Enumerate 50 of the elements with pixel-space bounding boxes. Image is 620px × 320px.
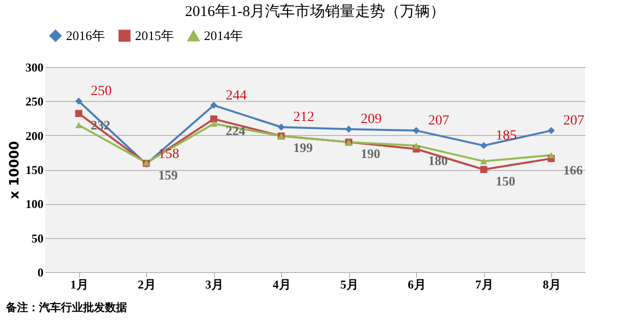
point: [75, 110, 82, 117]
data-label: 158: [158, 147, 180, 162]
x-tick-label: 2月: [138, 278, 156, 292]
x-tick-label: 7月: [475, 278, 494, 292]
point: [345, 126, 352, 133]
data-label: 250: [90, 84, 112, 100]
point: [412, 142, 420, 149]
x-tick-label: 3月: [205, 278, 224, 292]
data-label: 209: [360, 112, 382, 128]
chart-title: 2016年1-8月汽车市场销量走势（万辆）: [185, 3, 445, 20]
point: [480, 166, 488, 174]
y-tick-label: 300: [26, 60, 44, 74]
point: [480, 142, 488, 150]
y-tick-label: 0: [38, 266, 44, 280]
data-label: 185: [496, 128, 517, 144]
legend-label: 2015年: [135, 28, 174, 43]
data-label: 159: [158, 167, 178, 182]
data-label: 207: [428, 114, 450, 129]
y-tick-label: 100: [26, 197, 44, 212]
point: [210, 120, 218, 127]
data-label: 180: [428, 153, 448, 168]
point: [278, 124, 285, 131]
y-tick-label: 50: [32, 231, 44, 246]
point: [75, 98, 82, 105]
data-label: 166: [563, 162, 584, 178]
point: [480, 158, 488, 164]
text: 备注：汽车行业批发数据: [6, 300, 127, 315]
data-label: 244: [226, 88, 247, 104]
y-tick-label: 250: [26, 94, 44, 109]
data-label: 150: [496, 174, 516, 188]
y-tick-label: 150: [26, 163, 44, 177]
x-tick-label: 8月: [542, 278, 561, 292]
data-label: 190: [360, 146, 380, 162]
x-tick-label: 6月: [408, 278, 426, 292]
point: [548, 127, 555, 134]
legend-label: 2016年: [66, 28, 105, 43]
point: [75, 122, 82, 128]
point: [548, 152, 555, 158]
point: [412, 127, 420, 134]
x-tick-label: 5月: [340, 278, 358, 292]
x-tick-label: 1月: [70, 278, 88, 292]
point: [210, 115, 218, 122]
point: [210, 102, 218, 109]
y-axis-title: x 10000: [8, 140, 22, 200]
data-label: 207: [563, 114, 584, 129]
y-tick-label: 200: [26, 128, 44, 143]
x-tick-label: 4月: [272, 278, 291, 292]
data-label: 199: [293, 140, 314, 156]
data-label: 212: [293, 110, 314, 126]
legend-label: 2014年: [204, 28, 243, 44]
